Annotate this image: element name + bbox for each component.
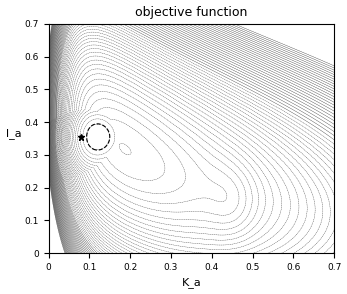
Y-axis label: l_a: l_a xyxy=(6,128,21,138)
Title: objective function: objective function xyxy=(135,6,248,19)
X-axis label: K_a: K_a xyxy=(181,278,201,288)
